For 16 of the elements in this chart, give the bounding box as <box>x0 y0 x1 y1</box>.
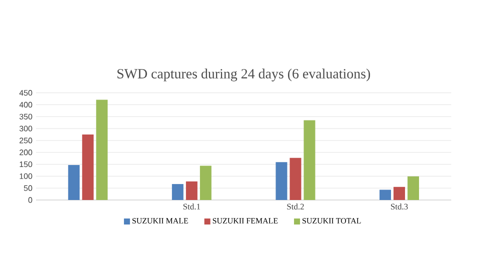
x-tick-label: Std.2 <box>287 204 304 210</box>
bar <box>82 134 94 200</box>
bar <box>68 164 80 200</box>
bar <box>276 162 288 200</box>
bar <box>96 100 108 200</box>
bar <box>186 181 198 200</box>
bar <box>394 186 406 200</box>
chart-title: SWD captures during 24 days (6 evaluations) <box>117 68 370 82</box>
x-tick-label: Std.1 <box>183 204 200 210</box>
bar <box>200 166 212 200</box>
bar <box>290 158 302 200</box>
bar <box>304 120 316 200</box>
x-tick-label: Std.3 <box>391 204 408 210</box>
bar <box>380 190 392 200</box>
bar <box>172 184 184 200</box>
bar <box>408 176 420 200</box>
